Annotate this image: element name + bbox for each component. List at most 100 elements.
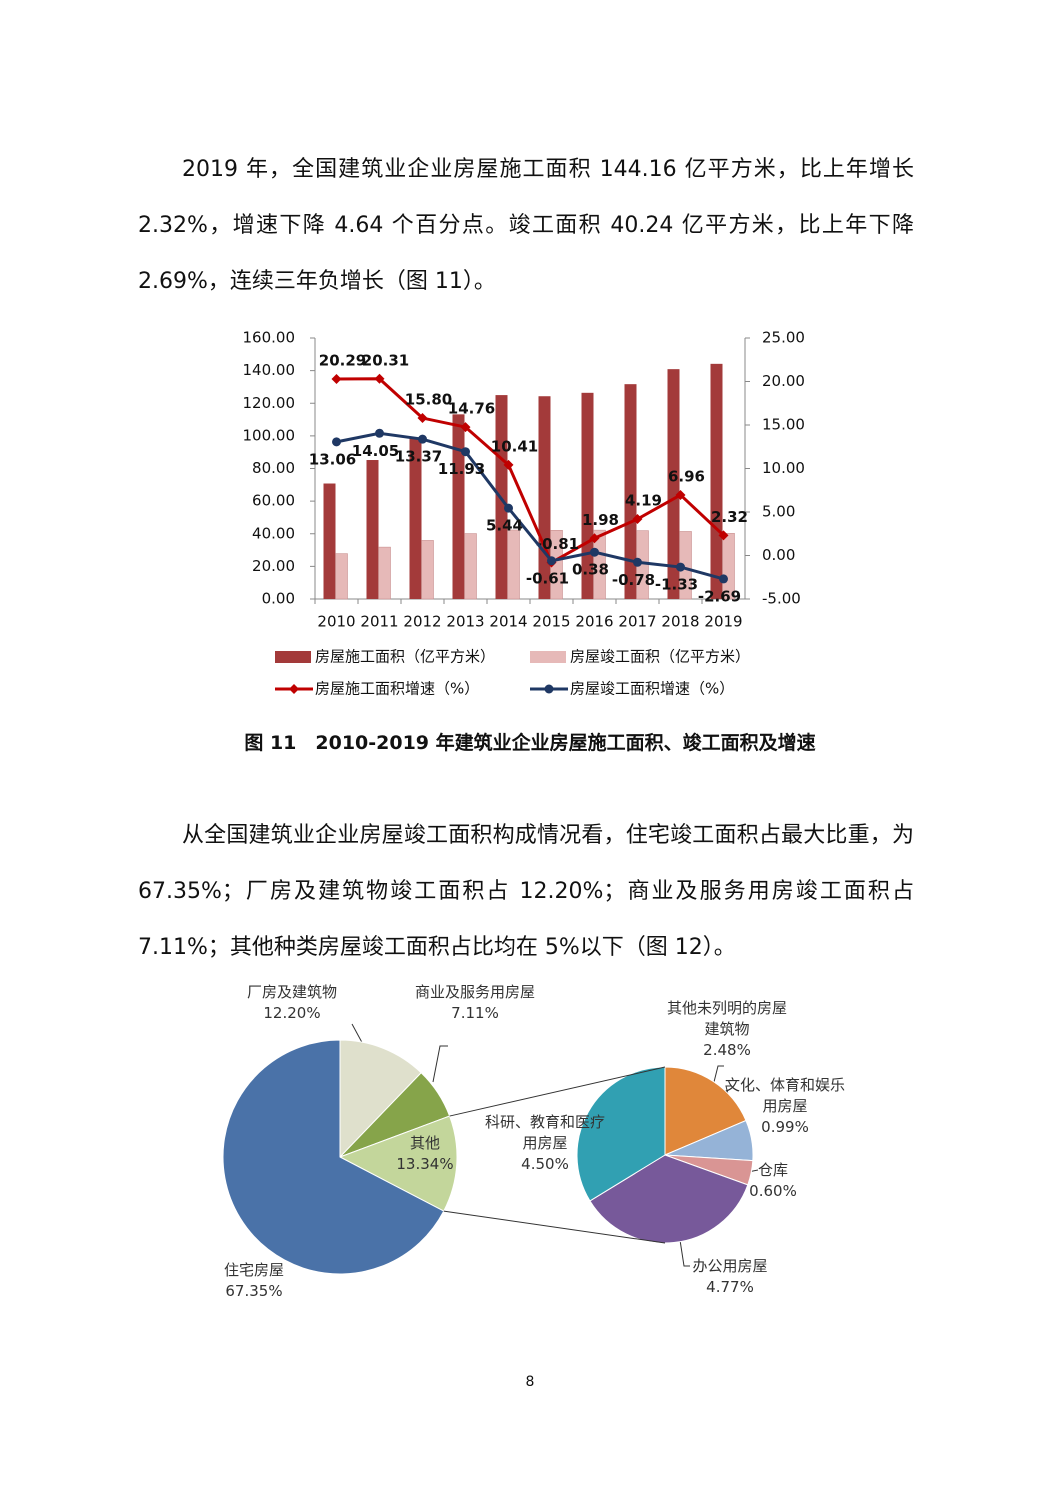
data-label: 14.76 [448, 400, 495, 418]
pie-label-value: 2.48% [703, 1041, 751, 1059]
legend-label: 房屋施工面积增速（%） [315, 680, 479, 698]
data-label: 10.41 [491, 437, 538, 455]
data-label: 4.19 [625, 492, 662, 510]
marker [332, 437, 341, 447]
marker [633, 557, 642, 567]
marker [503, 459, 514, 470]
pie-label-value: 13.34% [396, 1155, 454, 1173]
y2-tick-label: 5.00 [762, 503, 795, 521]
x-tick-label: 2015 [532, 613, 570, 631]
bar [452, 414, 465, 599]
pie-label-name: 住宅房屋 [223, 1261, 284, 1279]
legend-marker [544, 684, 554, 694]
marker [461, 447, 470, 457]
pie-label: 住宅房屋 67.35% [193, 1260, 315, 1302]
marker [375, 428, 384, 438]
marker [718, 530, 729, 541]
bar [507, 529, 520, 600]
pie-label-name: 厂房及建筑物 [246, 983, 337, 1001]
data-label: -2.69 [698, 587, 741, 605]
y-tick-label: 0.00 [262, 590, 295, 608]
pie-label: 商业及服务用房屋 7.11% [414, 982, 536, 1024]
bar [624, 384, 637, 599]
y-tick-label: 20.00 [252, 557, 295, 575]
y2-tick-label: 20.00 [762, 372, 805, 390]
y2-tick-label: 25.00 [762, 329, 805, 347]
data-label: 14.05 [352, 442, 399, 460]
pie-label-name: 其他未列明的房屋建筑物 [666, 999, 787, 1038]
marker [418, 434, 427, 444]
pie-label: 其他 13.34% [364, 1133, 486, 1175]
pie-slice [339, 1039, 422, 1159]
legend-label: 房屋竣工面积增速（%） [570, 680, 734, 698]
legend-swatch [530, 651, 566, 663]
x-tick-label: 2019 [704, 613, 742, 631]
data-label: 15.80 [405, 391, 452, 409]
marker [547, 556, 556, 566]
pie-label-value: 67.35% [225, 1282, 283, 1300]
marker [590, 547, 599, 557]
legend-marker [289, 684, 299, 694]
marker [331, 373, 342, 384]
pie-label-value: 7.11% [451, 1004, 499, 1022]
data-label: 20.31 [362, 351, 409, 369]
data-label: -0.61 [526, 569, 569, 587]
marker [460, 422, 471, 433]
pie-label-value: 0.60% [749, 1182, 797, 1200]
pie-label: 其他未列明的房屋建筑物 2.48% [666, 998, 788, 1061]
x-tick-label: 2017 [618, 613, 656, 631]
x-tick-label: 2010 [317, 613, 355, 631]
bar [378, 546, 391, 600]
y2-tick-label: 10.00 [762, 459, 805, 477]
paragraph: 从全国建筑业企业房屋竣工面积构成情况看，住宅竣工面积占最大比重，为 67.35%… [138, 823, 914, 960]
pie-label-name: 仓库 [757, 1161, 788, 1179]
pie-label: 办公用房屋 4.77% [669, 1256, 791, 1298]
data-label: 5.44 [486, 517, 523, 535]
y2-tick-label: 0.00 [762, 546, 795, 564]
pie-label-value: 0.99% [761, 1118, 809, 1136]
bar [581, 392, 594, 599]
marker [589, 533, 600, 544]
data-label: 1.98 [582, 511, 619, 529]
leader-line [679, 1239, 690, 1267]
pie-slice [338, 1115, 458, 1212]
data-label: 13.06 [309, 450, 356, 468]
data-label: 13.37 [395, 448, 442, 466]
y2-tick-label: 15.00 [762, 416, 805, 434]
connector [449, 1066, 666, 1117]
bar [421, 540, 434, 600]
y-tick-label: 100.00 [243, 426, 296, 444]
bar [335, 553, 348, 600]
y-tick-label: 120.00 [243, 394, 296, 412]
y-tick-label: 40.00 [252, 524, 295, 542]
x-tick-label: 2016 [575, 613, 613, 631]
page-number: 8 [525, 1374, 535, 1390]
pie-label-name: 文化、体育和娱乐用房屋 [724, 1076, 845, 1115]
legend-label: 房屋施工面积（亿平方米） [315, 648, 495, 666]
x-tick-label: 2013 [446, 613, 484, 631]
data-label: 6.96 [668, 467, 705, 485]
pie-label-value: 4.77% [706, 1278, 754, 1296]
bar [409, 438, 422, 599]
y-tick-label: 160.00 [243, 329, 296, 347]
bar [464, 533, 477, 600]
x-tick-label: 2018 [661, 613, 699, 631]
pie-label-name: 其他 [409, 1134, 440, 1152]
bar [366, 460, 379, 599]
data-label: 11.93 [438, 460, 485, 478]
marker [632, 514, 643, 525]
bar [323, 483, 336, 599]
bar [710, 363, 723, 599]
pie-label: 仓库 0.60% [712, 1160, 834, 1202]
pie-label-name: 商业及服务用房屋 [414, 983, 535, 1001]
x-tick-label: 2012 [403, 613, 441, 631]
pie-label: 科研、教育和医疗用房屋 4.50% [484, 1112, 606, 1175]
y-tick-label: 80.00 [252, 459, 295, 477]
pie-label: 厂房及建筑物 12.20% [231, 982, 353, 1024]
y-tick-label: 60.00 [252, 492, 295, 510]
pie-label-value: 4.50% [521, 1155, 569, 1173]
data-label: -0.78 [612, 571, 655, 589]
pie-label-name: 办公用房屋 [692, 1257, 768, 1275]
